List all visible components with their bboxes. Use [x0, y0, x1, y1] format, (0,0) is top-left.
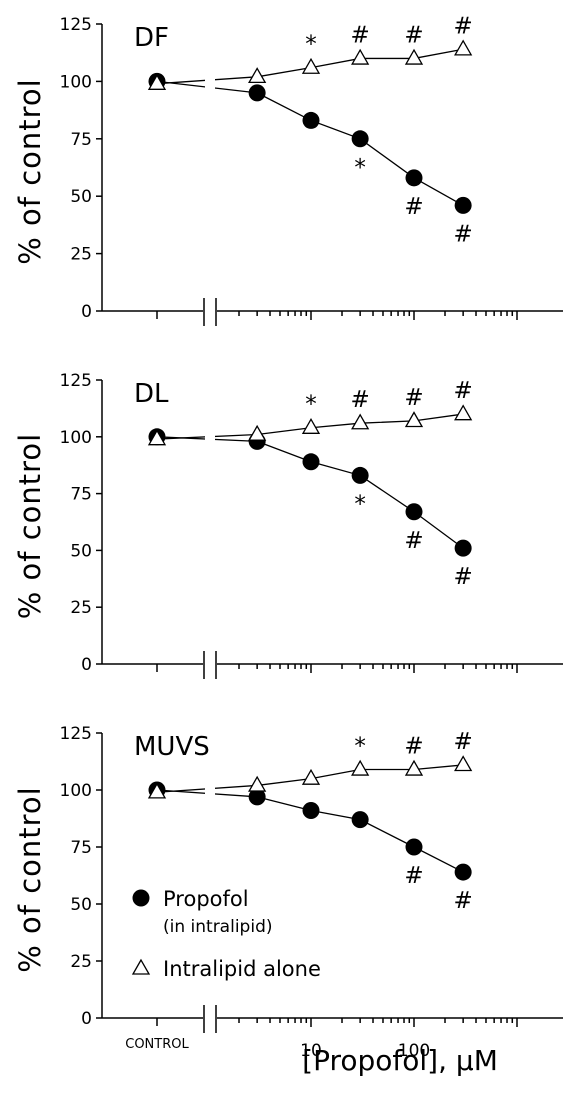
y-tick-label: 100: [60, 428, 92, 448]
data-point-triangle: [301, 418, 321, 434]
y-tick-label: 50: [70, 541, 92, 561]
y-axis-label: % of control: [13, 786, 47, 972]
significance-marker: #: [454, 729, 473, 755]
break-gap: [205, 779, 215, 799]
data-point-circle: [302, 111, 320, 129]
y-tick-label: 75: [70, 130, 92, 150]
data-point-triangle: [301, 57, 321, 74]
data-point-triangle: [351, 48, 370, 65]
panel-title: DF: [134, 23, 169, 53]
y-axis-label: % of control: [13, 433, 47, 619]
legend-label-intralipid: Intralipid alone: [163, 957, 321, 981]
data-point-circle: [454, 196, 472, 214]
data-point-circle: [248, 788, 266, 806]
x-tick-label-control: CONTROL: [125, 1037, 189, 1052]
legend-sublabel: (in intralipid): [163, 917, 273, 937]
break-gap: [205, 428, 215, 446]
significance-marker: #: [351, 22, 370, 48]
x-axis-label: [Propofol], μM: [302, 1044, 498, 1077]
data-point-circle: [405, 838, 423, 856]
y-tick-label: 125: [60, 724, 92, 744]
series-1: * # # #: [147, 13, 473, 90]
x-tick-label: 10: [300, 1041, 322, 1061]
data-point-triangle: [454, 39, 473, 56]
data-point-circle: [454, 539, 472, 557]
data-point-circle: [302, 453, 320, 471]
y-tick-label: 125: [60, 15, 92, 35]
significance-marker: #: [454, 888, 473, 914]
significance-marker: #: [454, 13, 473, 39]
break-gap: [205, 70, 215, 90]
series-line: [256, 796, 464, 873]
y-tick-label: 125: [60, 371, 92, 391]
series-1: * # #: [147, 729, 473, 799]
significance-marker: *: [354, 155, 366, 181]
y-tick-label: 100: [60, 781, 92, 801]
y-tick-label: 0: [81, 655, 92, 675]
y-tick-label: 0: [81, 302, 92, 322]
y-tick-label: 25: [70, 598, 92, 618]
data-point-triangle: [404, 759, 424, 776]
significance-marker: #: [404, 385, 423, 411]
data-point-triangle: [248, 775, 267, 792]
panel-title: DL: [134, 379, 169, 409]
significance-marker: #: [454, 378, 473, 404]
y-tick-label: 50: [70, 187, 92, 207]
significance-marker: #: [454, 564, 473, 590]
data-point-triangle: [454, 755, 473, 772]
significance-marker: *: [305, 392, 317, 418]
significance-marker: #: [404, 22, 423, 48]
significance-marker: #: [404, 194, 423, 220]
y-tick-label: 100: [60, 72, 92, 92]
data-point-triangle: [404, 48, 424, 65]
data-point-triangle: [404, 411, 424, 428]
data-point-triangle: [248, 424, 267, 441]
data-point-control-triangle: [147, 73, 167, 90]
data-point-circle: [302, 802, 320, 820]
data-point-triangle: [454, 404, 473, 421]
significance-marker: #: [404, 733, 423, 759]
significance-marker: #: [454, 221, 473, 247]
y-tick-label: 75: [70, 485, 92, 505]
data-point-triangle: [351, 759, 370, 776]
data-point-circle: [351, 466, 369, 484]
y-tick-label: 25: [70, 952, 92, 972]
significance-marker: #: [404, 863, 423, 889]
y-tick-label: 75: [70, 838, 92, 858]
significance-marker: *: [305, 32, 317, 58]
panel-2: 0 25 50 75 100 125 10 100 CONTROL [Propofol], μM%…: [13, 724, 563, 1077]
series-0: * # #: [148, 72, 473, 247]
legend-circle-marker: [132, 889, 150, 907]
legend-label-propofol: Propofol: [163, 887, 249, 911]
data-point-circle: [405, 169, 423, 187]
significance-marker: *: [354, 733, 366, 759]
data-point-control-triangle: [147, 429, 167, 446]
legend-triangle-marker: [131, 958, 151, 975]
y-axis-label: % of control: [13, 78, 47, 264]
significance-marker: #: [404, 528, 423, 554]
data-point-control-triangle: [147, 782, 167, 799]
panel-1: 0 25 50 75 100 125 % of control DL * # # * # # #: [13, 371, 563, 679]
y-tick-label: 0: [81, 1009, 92, 1029]
series-0: * # #: [148, 428, 473, 590]
data-point-triangle: [248, 67, 267, 84]
x-tick-label: 100: [398, 1041, 430, 1061]
significance-marker: #: [351, 387, 370, 413]
legend: Propofol (in intralipid) Intralipid alone: [131, 887, 321, 981]
data-point-circle: [351, 130, 369, 148]
data-point-circle: [248, 84, 266, 102]
data-point-triangle: [301, 768, 321, 785]
y-tick-label: 25: [70, 245, 92, 265]
data-point-circle: [351, 811, 369, 829]
significance-marker: *: [354, 491, 366, 517]
series-line: [256, 92, 464, 206]
series-1: * # # #: [147, 378, 473, 446]
y-tick-label: 50: [70, 895, 92, 915]
data-point-triangle: [351, 413, 370, 430]
data-point-circle: [405, 503, 423, 521]
panel-0: 0 25 50 75 100 125 % of control DF * # # * # # #: [13, 13, 563, 326]
data-point-circle: [454, 863, 472, 881]
panel-title: MUVS: [134, 732, 210, 762]
